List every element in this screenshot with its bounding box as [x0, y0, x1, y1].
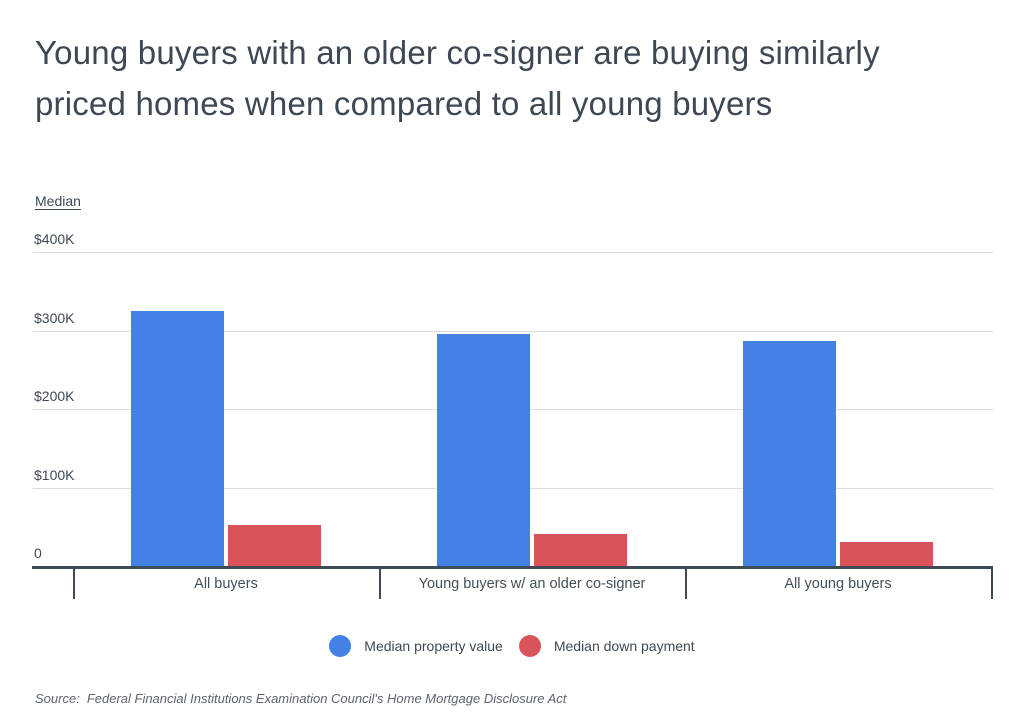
gridline-300k [33, 331, 993, 332]
source-label: Source: [35, 691, 80, 706]
source-text: Federal Financial Institutions Examinati… [86, 691, 567, 706]
bar-median-down-payment-3 [840, 542, 933, 566]
y-tick-label-400k: $400K [34, 231, 75, 247]
chart-legend: Median property value Median down payment [0, 635, 1024, 657]
legend-item-median-down-payment: Median down payment [518, 635, 695, 657]
legend-label: Median down payment [553, 638, 695, 654]
y-tick-label-0: 0 [34, 545, 42, 561]
bar-median-property-value-1 [131, 311, 224, 566]
bar-median-property-value-3 [743, 341, 836, 566]
category-label-1: All buyers [194, 576, 258, 592]
bar-median-property-value-2 [437, 334, 530, 566]
bar-median-down-payment-1 [228, 525, 321, 566]
category-label-3: All young buyers [784, 576, 892, 592]
y-tick-label-200k: $200K [34, 388, 75, 404]
chart-title: Young buyers with an older co-signer are… [35, 34, 880, 122]
source-note: Source: Federal Financial Institutions Ex… [35, 691, 566, 706]
y-tick-label-100k: $100K [34, 467, 75, 483]
x-axis-tick-3 [685, 569, 687, 599]
x-axis-tick-1 [73, 569, 75, 599]
gridline-400k [33, 252, 993, 253]
plot-area: 0 $100K $200K $300K $400K All buyers Young buy… [32, 231, 994, 605]
y-tick-label-300k: $300K [34, 310, 75, 326]
x-axis-tick-2 [379, 569, 381, 599]
legend-item-median-property-value: Median property value [329, 635, 503, 657]
x-axis-line [32, 566, 993, 569]
legend-swatch-icon [518, 635, 541, 657]
bar-median-down-payment-2 [534, 534, 627, 566]
y-axis-title: Median [35, 193, 81, 209]
legend-swatch-icon [329, 635, 352, 657]
category-label-2: Young buyers w/ an older co-signer [418, 576, 646, 592]
x-axis-tick-4 [991, 569, 993, 599]
legend-label: Median property value [364, 638, 503, 654]
